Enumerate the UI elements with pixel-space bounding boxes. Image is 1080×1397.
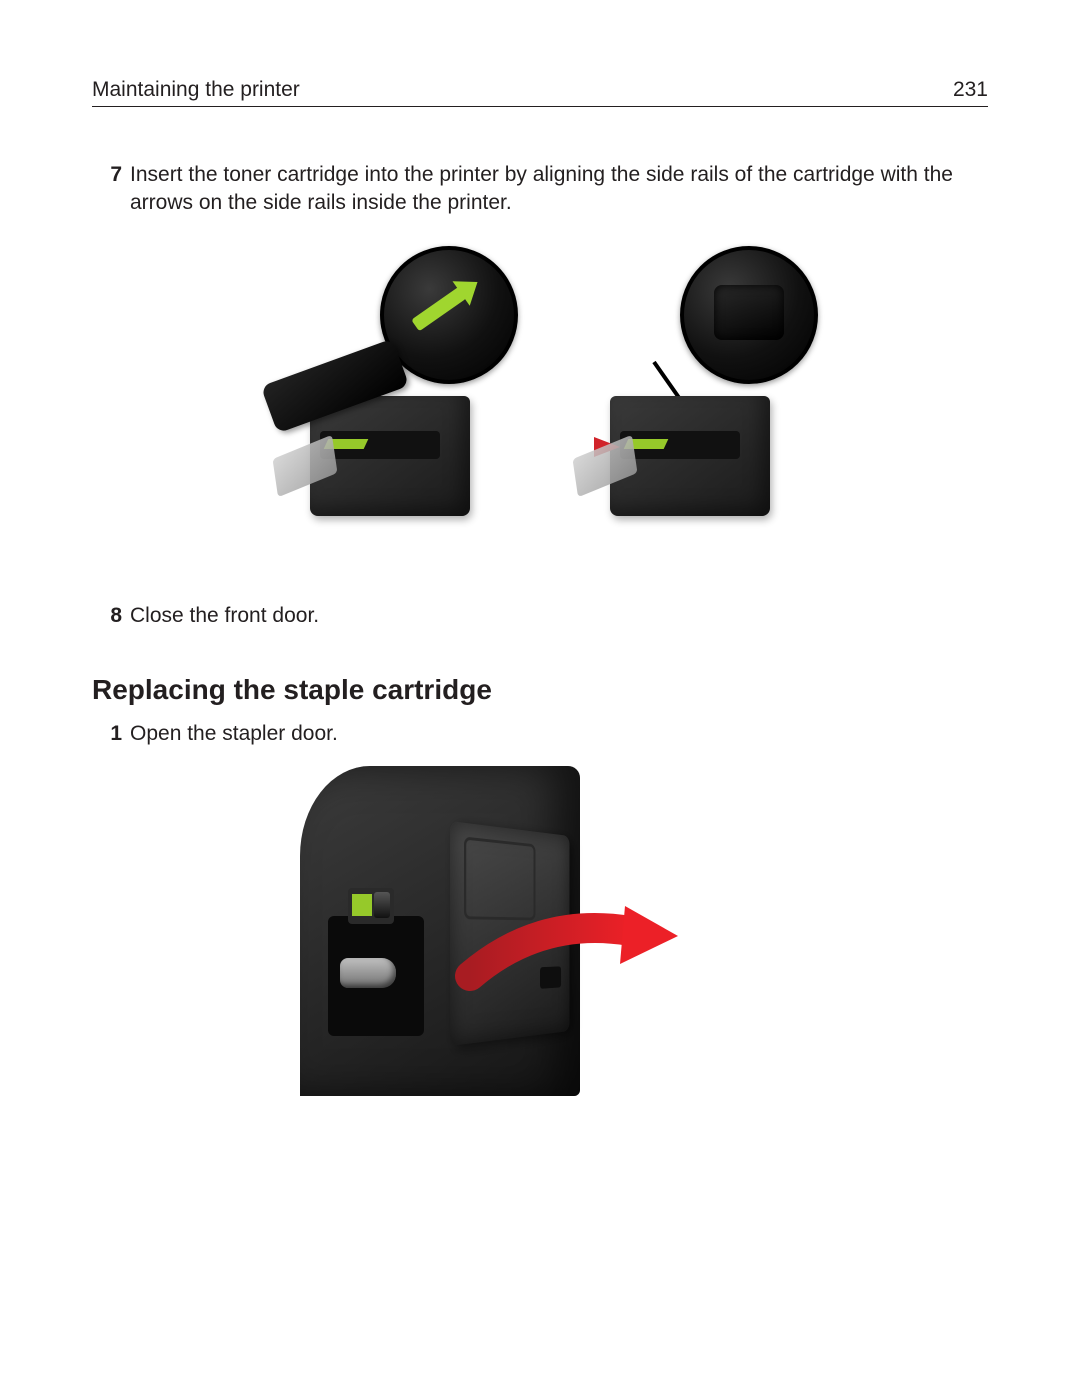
toner-figure-insert [260,246,520,566]
document-page: Maintaining the printer 231 7 Insert the… [0,0,1080,1397]
staple-cartridge-icon [348,888,394,924]
door-latch [540,967,561,989]
toner-figure-seat [560,246,820,566]
step-text: Open the stapler door. [130,720,988,748]
door-hinge [340,958,396,988]
printer-illustration [580,376,800,546]
green-arrow-icon [411,286,467,331]
red-arrow-icon [620,431,740,459]
header-section-title: Maintaining the printer [92,78,300,102]
step-text: Close the front door. [130,602,988,630]
step-number: 8 [92,602,122,630]
step-number: 7 [92,161,122,189]
stapler-door-figure [300,766,780,1106]
running-header: Maintaining the printer 231 [92,78,988,107]
step-8: 8 Close the front door. [92,602,988,630]
callout-circle [680,246,818,384]
step-number: 1 [92,720,122,748]
step-text: Insert the toner cartridge into the prin… [130,161,988,218]
header-page-number: 231 [953,78,988,102]
step-b1: 1 Open the stapler door. [92,720,988,748]
printer-illustration [280,376,500,546]
section-heading: Replacing the staple cartridge [92,674,988,706]
step-7: 7 Insert the toner cartridge into the pr… [92,161,988,218]
toner-figure-row [92,246,988,566]
stapler-door [450,821,570,1046]
